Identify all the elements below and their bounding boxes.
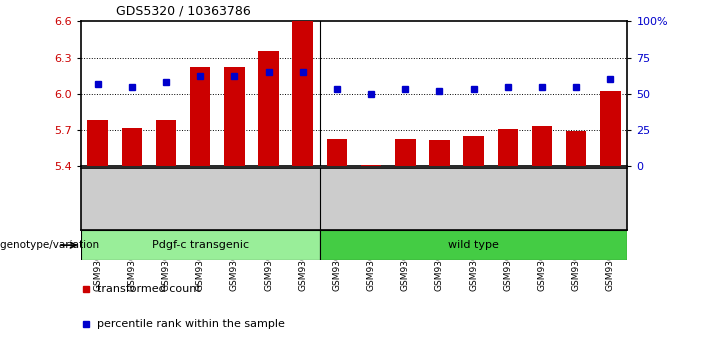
Bar bbox=[531, 126, 552, 166]
Bar bbox=[361, 165, 381, 166]
Bar bbox=[292, 21, 313, 166]
Bar bbox=[566, 131, 586, 166]
Text: Pdgf-c transgenic: Pdgf-c transgenic bbox=[151, 240, 249, 250]
Bar bbox=[258, 51, 279, 166]
Bar bbox=[224, 67, 245, 166]
Bar bbox=[463, 136, 484, 166]
Text: GDS5320 / 10363786: GDS5320 / 10363786 bbox=[116, 5, 250, 18]
Bar bbox=[320, 230, 627, 260]
Bar bbox=[600, 91, 620, 166]
Bar bbox=[498, 129, 518, 166]
Bar bbox=[429, 140, 450, 166]
Bar bbox=[88, 120, 108, 166]
Text: percentile rank within the sample: percentile rank within the sample bbox=[97, 319, 285, 329]
Bar bbox=[156, 120, 176, 166]
Bar bbox=[327, 138, 347, 166]
Bar bbox=[190, 67, 210, 166]
Bar bbox=[395, 138, 416, 166]
Text: transformed count: transformed count bbox=[97, 284, 200, 293]
Bar bbox=[81, 230, 320, 260]
Text: genotype/variation: genotype/variation bbox=[0, 240, 102, 250]
Text: wild type: wild type bbox=[448, 240, 499, 250]
Bar bbox=[122, 128, 142, 166]
